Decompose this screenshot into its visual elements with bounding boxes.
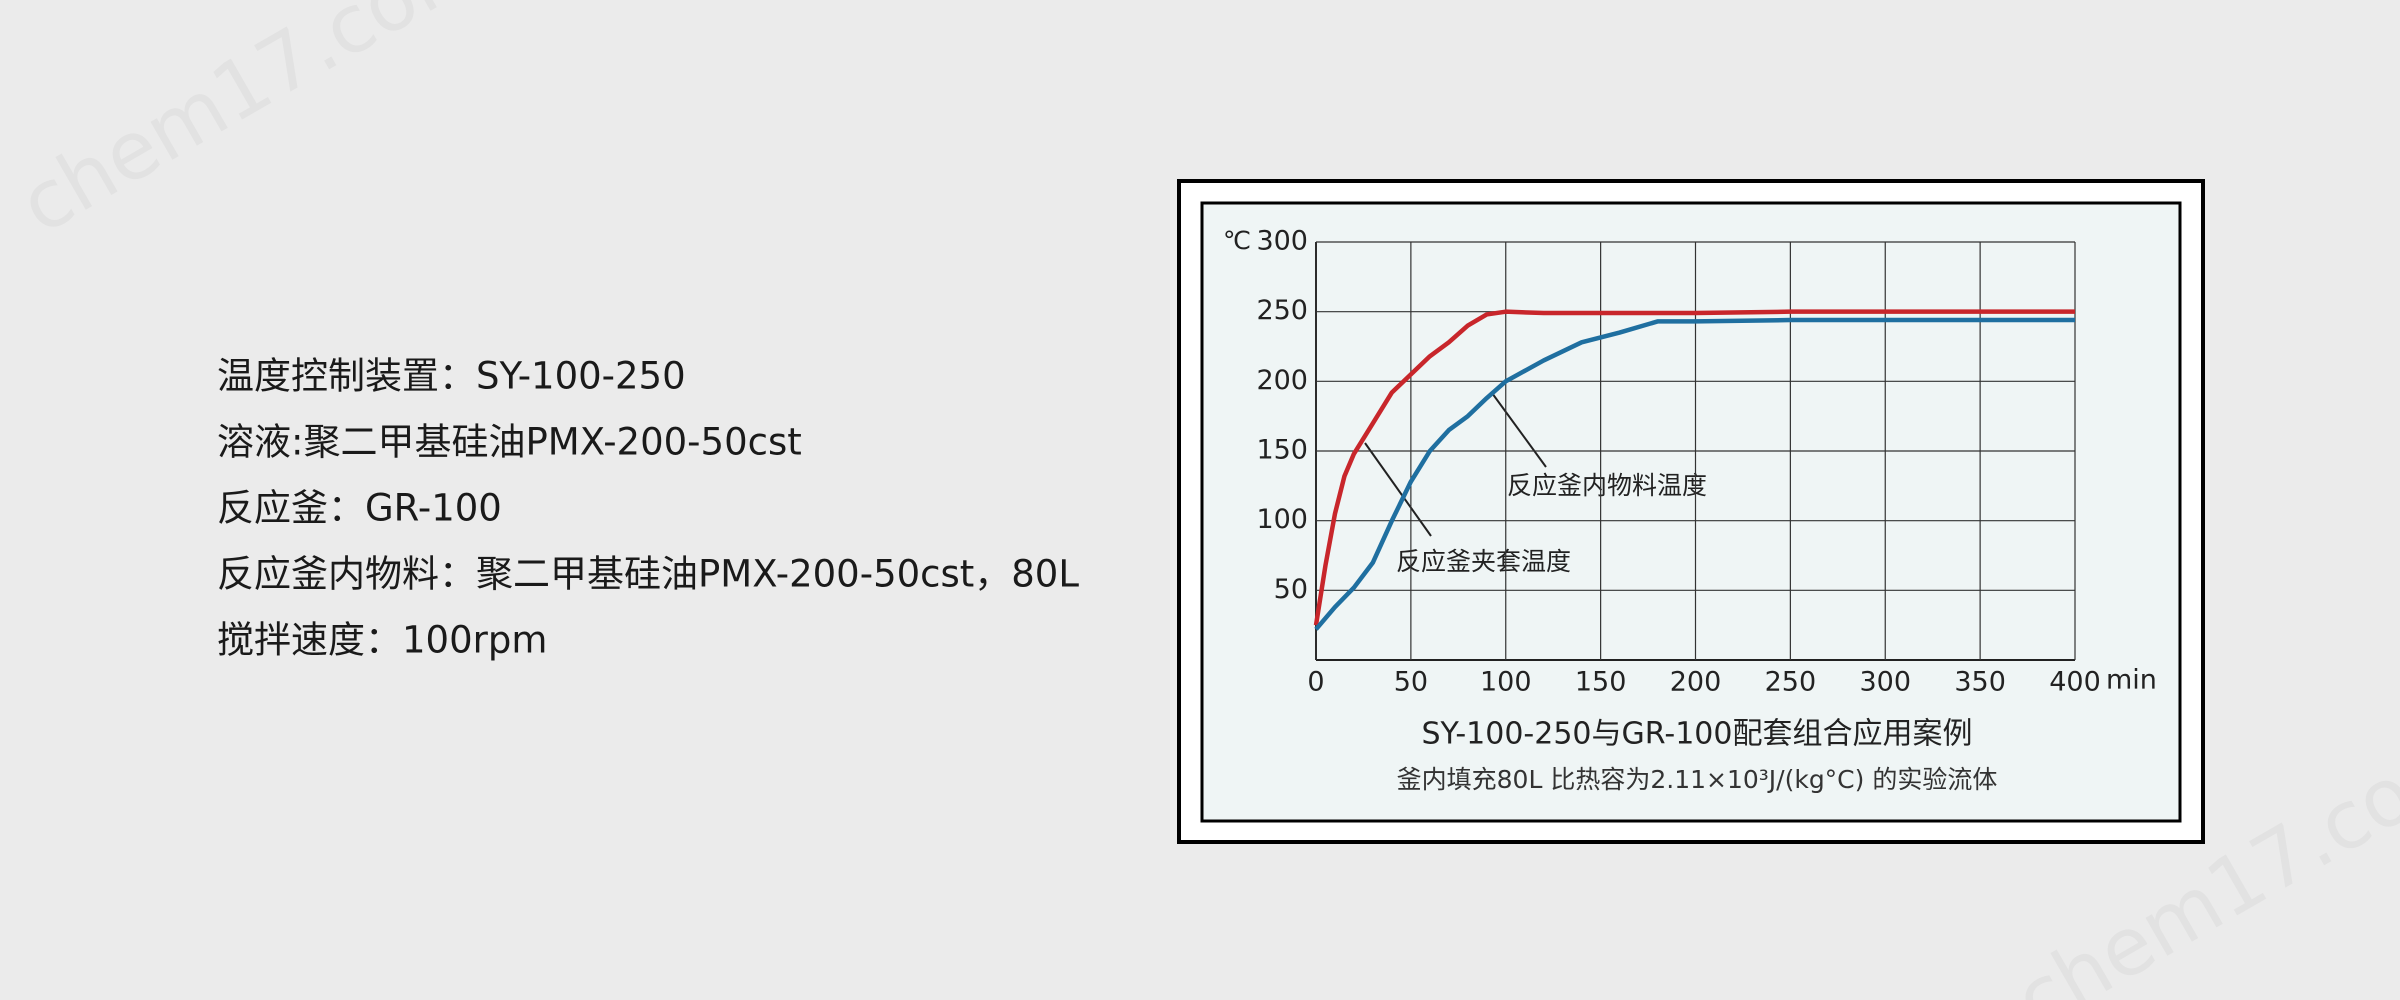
x-tick-label: 250 bbox=[1765, 667, 1817, 698]
annotation-leader bbox=[1491, 392, 1547, 468]
y-tick-label: 250 bbox=[1256, 295, 1308, 326]
watermark: chem17.com bbox=[4, 0, 501, 252]
spec-line: 溶液:聚二甲基硅油PMX-200-50cst bbox=[217, 421, 802, 464]
spec-line: 反应釜：GR-100 bbox=[217, 487, 502, 530]
spec-line: 搅拌速度：100rpm bbox=[217, 619, 547, 662]
x-tick-label: 0 bbox=[1307, 667, 1324, 698]
x-axis-label: min bbox=[2106, 665, 2157, 696]
chart-subtitle: 釜内填充80L 比热容为2.11×10³J/(kg°C) 的实验流体 bbox=[1397, 765, 1998, 794]
y-tick-label: 150 bbox=[1256, 435, 1308, 466]
series-line bbox=[1313, 309, 2075, 626]
annotation: 反应釜夹套温度 bbox=[1396, 547, 1571, 576]
panel bbox=[1200, 201, 2182, 823]
x-tick-label: 300 bbox=[1859, 667, 1911, 698]
annotation: 反应釜内物料温度 bbox=[1507, 471, 1707, 500]
y-axis-label: ℃ bbox=[1223, 226, 1251, 255]
x-tick-label: 200 bbox=[1670, 667, 1722, 698]
spec-line: 温度控制装置：SY-100-250 bbox=[217, 355, 686, 398]
y-tick-label: 300 bbox=[1256, 226, 1308, 257]
y-tick-label: 100 bbox=[1256, 504, 1308, 535]
chart-title: SY-100-250与GR-100配套组合应用案例 bbox=[1422, 717, 1973, 752]
series-line bbox=[1314, 317, 2075, 631]
x-tick-label: 50 bbox=[1394, 667, 1428, 698]
x-tick-label: 400 bbox=[2049, 667, 2101, 698]
x-tick-label: 100 bbox=[1480, 667, 1532, 698]
y-tick-label: 200 bbox=[1256, 365, 1308, 396]
x-tick-label: 150 bbox=[1575, 667, 1627, 698]
spec-line: 反应釜内物料：聚二甲基硅油PMX-200-50cst，80L bbox=[217, 553, 1079, 596]
x-tick-label: 350 bbox=[1954, 667, 2006, 698]
y-tick-label: 50 bbox=[1274, 574, 1308, 605]
